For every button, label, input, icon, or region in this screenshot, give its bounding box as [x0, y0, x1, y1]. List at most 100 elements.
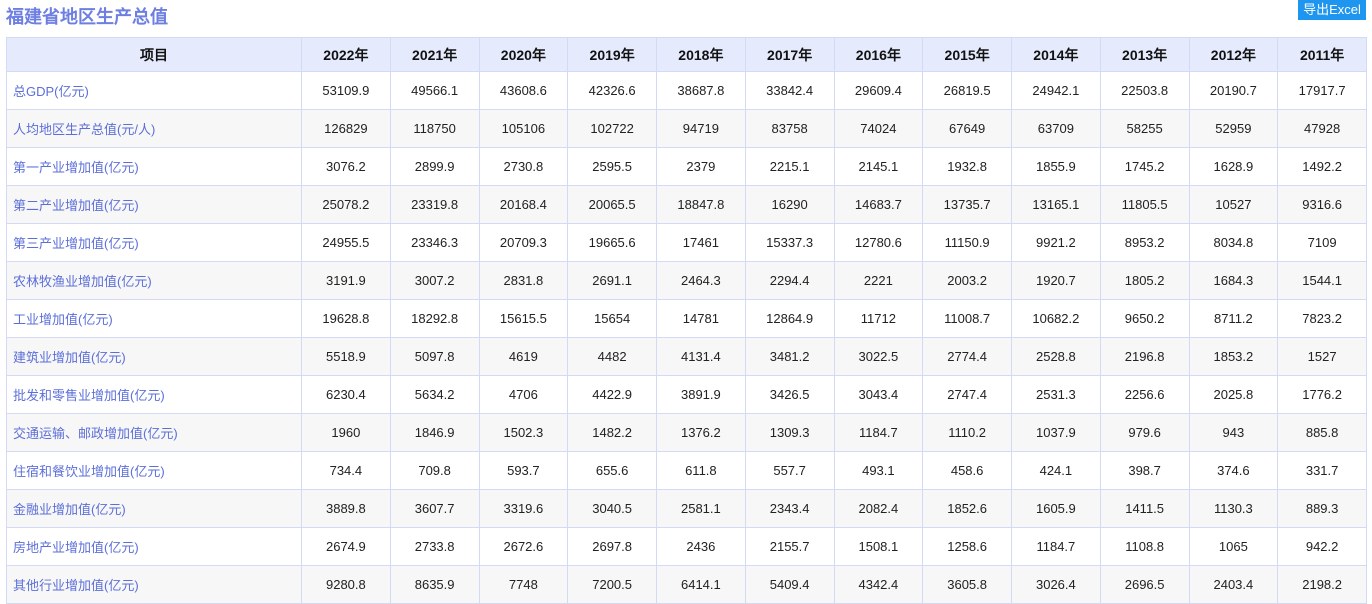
table-body: 总GDP(亿元) 53109.9 49566.1 43608.6 42326.6 3868… — [6, 71, 1367, 604]
table-row: 工业增加值(亿元) 19628.8 18292.8 15615.5 15654 14781… — [6, 299, 1367, 338]
table-cell: 53109.9 — [301, 71, 391, 110]
table-cell: 2221 — [833, 261, 924, 300]
table-cell: 1920.7 — [1011, 261, 1101, 300]
table-cell: 2672.6 — [478, 527, 569, 566]
table-cell: 24942.1 — [1011, 71, 1101, 110]
table-cell: 11008.7 — [922, 299, 1012, 338]
table-cell: 2674.9 — [301, 527, 391, 566]
table-cell: 1130.3 — [1188, 489, 1279, 528]
table-cell: 2691.1 — [567, 261, 657, 300]
table-cell: 3426.5 — [744, 375, 835, 414]
table-cell: 3607.7 — [389, 489, 480, 528]
table-cell: 2697.8 — [567, 527, 657, 566]
table-cell: 83758 — [744, 109, 835, 148]
table-cell: 2774.4 — [922, 337, 1012, 376]
column-header-year: 2013年 — [1099, 37, 1190, 72]
table-cell: 1110.2 — [922, 413, 1012, 452]
table-cell: 19628.8 — [301, 299, 391, 338]
table-cell: 7200.5 — [567, 565, 657, 604]
row-label: 住宿和餐饮业增加值(亿元) — [6, 451, 302, 490]
table-cell: 1852.6 — [922, 489, 1012, 528]
table-cell: 15654 — [567, 299, 657, 338]
table-cell: 126829 — [301, 109, 391, 148]
table-cell: 3022.5 — [833, 337, 924, 376]
table-cell: 1376.2 — [656, 413, 746, 452]
column-header-year: 2011年 — [1277, 37, 1367, 72]
row-label: 人均地区生产总值(元/人) — [6, 109, 302, 148]
row-label: 金融业增加值(亿元) — [6, 489, 302, 528]
table-cell: 49566.1 — [389, 71, 480, 110]
table-row: 第一产业增加值(亿元) 3076.2 2899.9 2730.8 2595.5 2379 2… — [6, 147, 1367, 186]
table-cell: 2145.1 — [833, 147, 924, 186]
table-cell: 331.7 — [1277, 451, 1367, 490]
export-excel-button[interactable]: 导出Excel — [1298, 0, 1366, 20]
table-cell: 58255 — [1099, 109, 1190, 148]
table-cell: 43608.6 — [478, 71, 569, 110]
column-header-year: 2021年 — [389, 37, 480, 72]
table-cell: 4342.4 — [833, 565, 924, 604]
table-cell: 4422.9 — [567, 375, 657, 414]
table-row: 交通运输、邮政增加值(亿元) 1960 1846.9 1502.3 1482.2 1376… — [6, 413, 1367, 452]
table-cell: 9316.6 — [1277, 185, 1367, 224]
table-row: 其他行业增加值(亿元) 9280.8 8635.9 7748 7200.5 6414.1 5… — [6, 565, 1367, 604]
table-cell: 5634.2 — [389, 375, 480, 414]
page-title: 福建省地区生产总值 — [6, 7, 168, 28]
table-cell: 94719 — [656, 109, 746, 148]
table-cell: 1932.8 — [922, 147, 1012, 186]
table-cell: 1108.8 — [1099, 527, 1190, 566]
table-cell: 979.6 — [1099, 413, 1190, 452]
table-cell: 11805.5 — [1099, 185, 1190, 224]
table-cell: 3605.8 — [922, 565, 1012, 604]
table-cell: 2256.6 — [1099, 375, 1190, 414]
table-cell: 458.6 — [922, 451, 1012, 490]
table-cell: 3007.2 — [389, 261, 480, 300]
table-cell: 2531.3 — [1011, 375, 1101, 414]
table-cell: 2733.8 — [389, 527, 480, 566]
table-cell: 4619 — [478, 337, 569, 376]
row-label: 其他行业增加值(亿元) — [6, 565, 302, 604]
column-header-year: 2018年 — [656, 37, 746, 72]
row-label: 第一产业增加值(亿元) — [6, 147, 302, 186]
table-cell: 3191.9 — [301, 261, 391, 300]
table-cell: 1309.3 — [744, 413, 835, 452]
table-cell: 1628.9 — [1188, 147, 1279, 186]
table-row: 房地产业增加值(亿元) 2674.9 2733.8 2672.6 2697.8 2436 2… — [6, 527, 1367, 566]
table-cell: 42326.6 — [567, 71, 657, 110]
table-row: 第三产业增加值(亿元) 24955.5 23346.3 20709.3 19665.6 1… — [6, 223, 1367, 262]
table-cell: 2196.8 — [1099, 337, 1190, 376]
table-cell: 102722 — [567, 109, 657, 148]
table-cell: 14781 — [656, 299, 746, 338]
table-cell: 5409.4 — [744, 565, 835, 604]
table-cell: 1745.2 — [1099, 147, 1190, 186]
column-header-year: 2019年 — [567, 37, 657, 72]
table-cell: 6230.4 — [301, 375, 391, 414]
table-cell: 2025.8 — [1188, 375, 1279, 414]
table-row: 总GDP(亿元) 53109.9 49566.1 43608.6 42326.6 3868… — [6, 71, 1367, 110]
table-cell: 4482 — [567, 337, 657, 376]
table-cell: 17917.7 — [1277, 71, 1367, 110]
table-cell: 13735.7 — [922, 185, 1012, 224]
table-cell: 5518.9 — [301, 337, 391, 376]
column-header-year: 2016年 — [833, 37, 924, 72]
table-cell: 12780.6 — [833, 223, 924, 262]
table-cell: 1853.2 — [1188, 337, 1279, 376]
table-cell: 2730.8 — [478, 147, 569, 186]
table-cell: 18847.8 — [656, 185, 746, 224]
table-cell: 1411.5 — [1099, 489, 1190, 528]
table-cell: 1527 — [1277, 337, 1367, 376]
table-cell: 2082.4 — [833, 489, 924, 528]
table-cell: 8711.2 — [1188, 299, 1279, 338]
table-cell: 889.3 — [1277, 489, 1367, 528]
row-label: 房地产业增加值(亿元) — [6, 527, 302, 566]
table-cell: 493.1 — [833, 451, 924, 490]
table-cell: 19665.6 — [567, 223, 657, 262]
table-cell: 3040.5 — [567, 489, 657, 528]
table-row: 住宿和餐饮业增加值(亿元) 734.4 709.8 593.7 655.6 611.8 55… — [6, 451, 1367, 490]
table-cell: 2343.4 — [744, 489, 835, 528]
table-cell: 26819.5 — [922, 71, 1012, 110]
table-row: 建筑业增加值(亿元) 5518.9 5097.8 4619 4482 4131.4 3481… — [6, 337, 1367, 376]
table-cell: 52959 — [1188, 109, 1279, 148]
table-cell: 942.2 — [1277, 527, 1367, 566]
table-cell: 734.4 — [301, 451, 391, 490]
table-cell: 424.1 — [1011, 451, 1101, 490]
